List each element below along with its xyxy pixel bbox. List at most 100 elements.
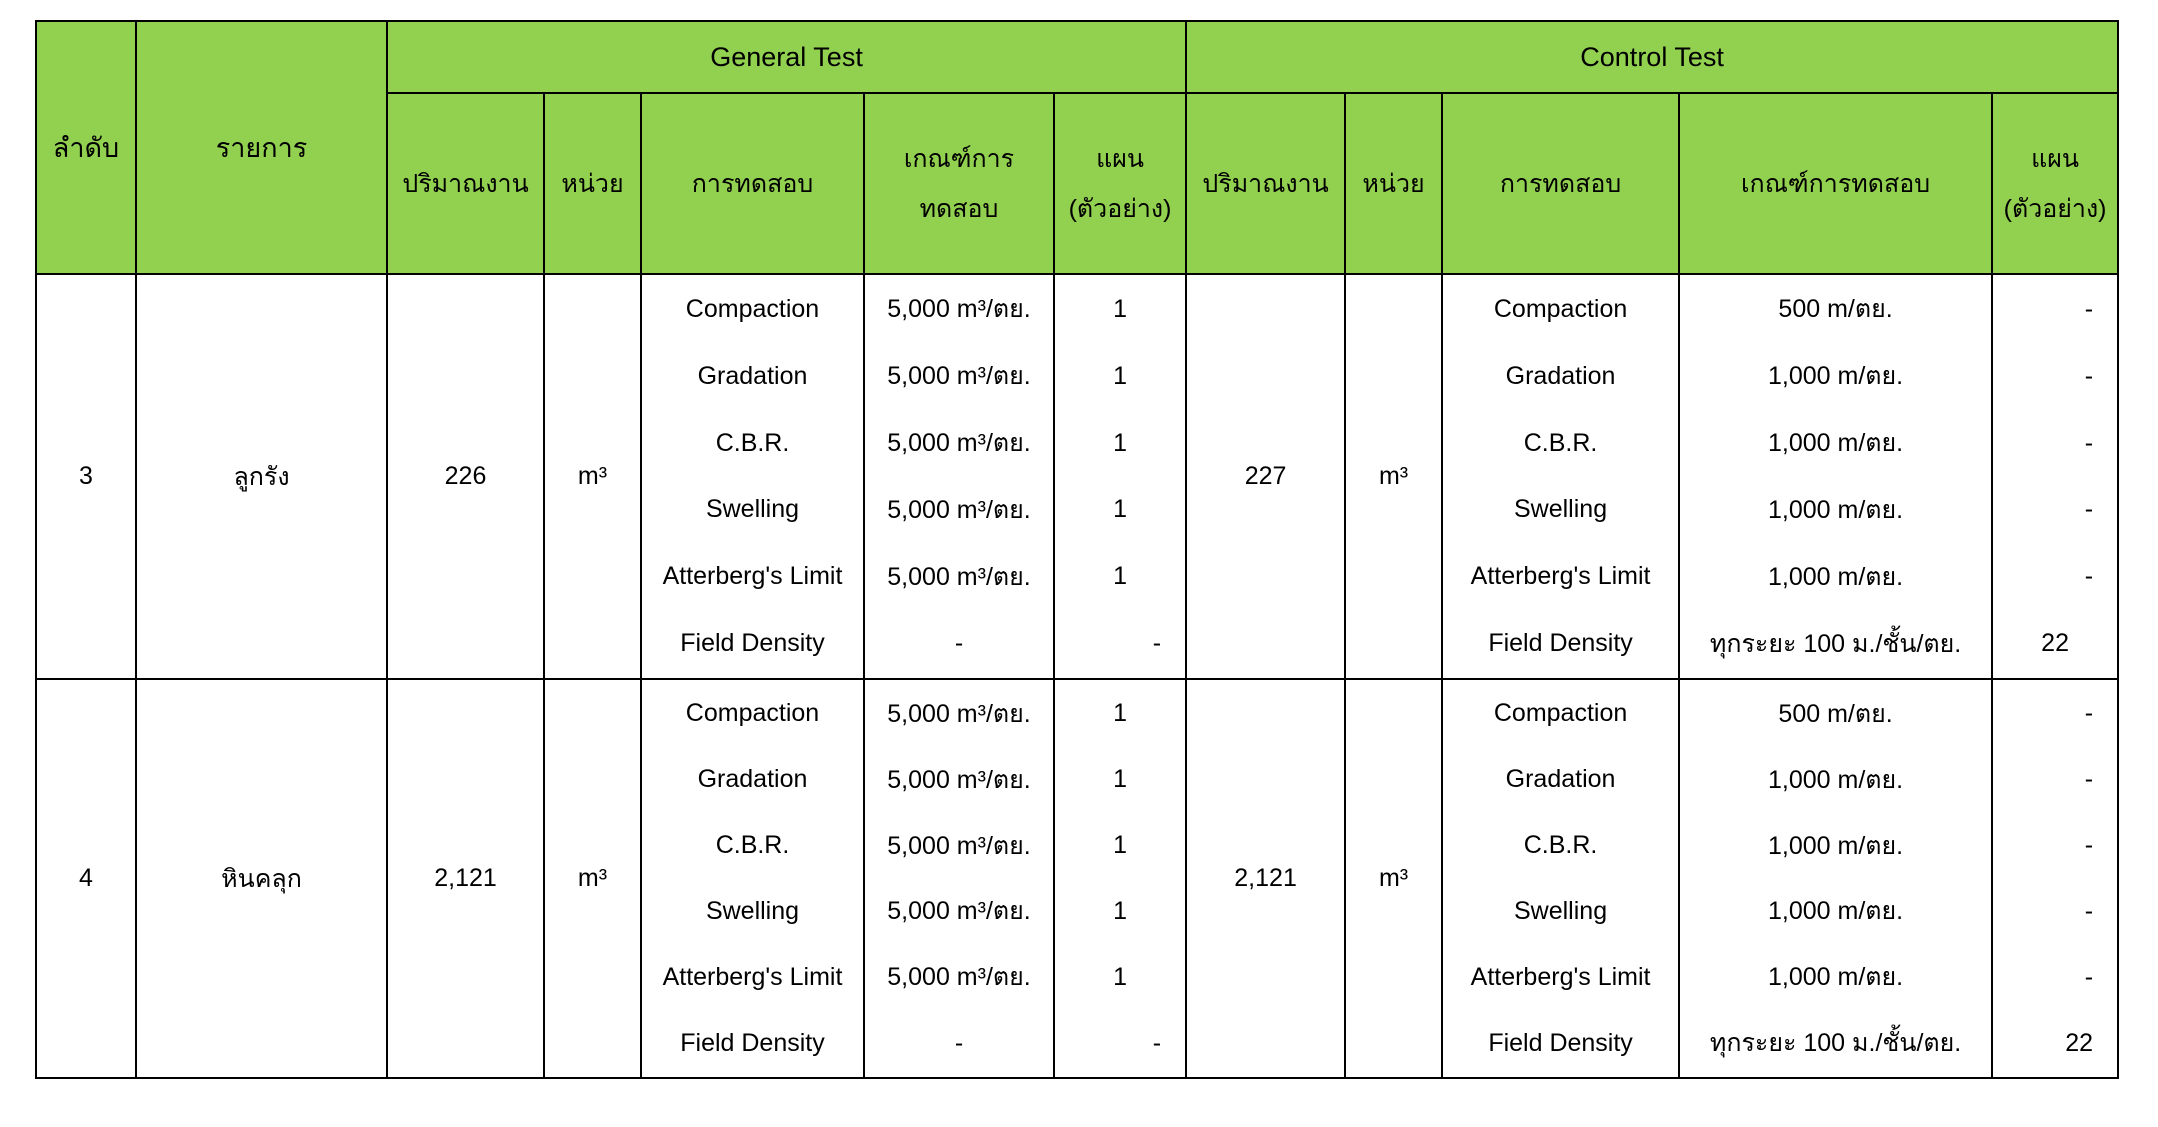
test-plan: 1 (1113, 831, 1127, 860)
general-unit-cell: m³ (543, 273, 642, 680)
test-plan: - (2084, 831, 2094, 860)
table-row-item-3: 3 ลูกรัง 226 m³ Compaction Gradation C.B… (35, 273, 2120, 680)
test-criteria: 1,000 m/ตย. (1768, 831, 1904, 860)
control-plan-cell: - - - - - 22 (1991, 273, 2120, 680)
test-name: Atterberg's Limit (662, 962, 843, 991)
general-quantity-cell: 2,121 (386, 678, 545, 1079)
test-criteria: 5,000 m³/ตย. (887, 699, 1031, 728)
test-criteria: 5,000 m³/ตย. (887, 897, 1031, 926)
header-control-plan: แผน (ตัวอย่าง) (1991, 92, 2120, 275)
test-plan: - (2084, 428, 2094, 457)
test-plan: 22 (2041, 629, 2069, 658)
header-control-unit: หน่วย (1344, 92, 1444, 275)
test-plan: 1 (1113, 699, 1127, 728)
order-cell: 3 (35, 273, 137, 680)
header-general-plan-line2: (ตัวอย่าง) (1068, 194, 1172, 223)
test-plan: - (2084, 699, 2094, 728)
test-criteria: ทุกระยะ 100 ม./ชั้น/ตย. (1709, 1029, 1962, 1058)
table-body: 3 ลูกรัง 226 m³ Compaction Gradation C.B… (35, 273, 2120, 1079)
test-name: Swelling (705, 495, 800, 524)
general-plan-cell: 1 1 1 1 1 - (1052, 678, 1188, 1079)
test-plan: 1 (1113, 765, 1127, 794)
header-general-test: General Test (385, 20, 1188, 94)
control-criteria-cell: 500 m/ตย. 1,000 m/ตย. 1,000 m/ตย. 1,000 … (1678, 678, 1994, 1079)
header-general-criteria-line2: ทดสอบ (919, 194, 999, 223)
header-general-criteria-line1: เกณฑ์การ (903, 144, 1015, 173)
test-name: Gradation (1505, 361, 1616, 390)
test-plan: - (2084, 562, 2094, 591)
header-control-quantity: ปริมาณงาน (1185, 92, 1347, 275)
test-name: Field Density (1488, 629, 1633, 658)
test-name: Compaction (685, 699, 820, 728)
header-general-criteria: เกณฑ์การ ทดสอบ (863, 92, 1055, 275)
test-name: Compaction (1493, 699, 1628, 728)
test-criteria: 500 m/ตย. (1778, 699, 1893, 728)
general-plan-cell: 1 1 1 1 1 - (1052, 273, 1188, 680)
header-general-unit: หน่วย (543, 92, 642, 275)
test-plan: 1 (1113, 962, 1127, 991)
control-test-names-cell: Compaction Gradation C.B.R. Swelling Att… (1441, 273, 1681, 680)
test-plan: - (2084, 962, 2094, 991)
test-criteria: 5,000 m³/ตย. (887, 562, 1031, 591)
test-criteria: 5,000 m³/ตย. (887, 295, 1031, 324)
item-cell: ลูกรัง (135, 273, 388, 680)
test-criteria: 1,000 m/ตย. (1768, 897, 1904, 926)
test-criteria: 1,000 m/ตย. (1768, 963, 1904, 992)
header-general-plan: แผน (ตัวอย่าง) (1052, 92, 1188, 275)
test-criteria: 1,000 m/ตย. (1768, 362, 1904, 391)
table-header: ลำดับ รายการ General Test Control Test ป… (35, 20, 2120, 275)
test-criteria: 5,000 m³/ตย. (887, 429, 1031, 458)
general-test-names-cell: Compaction Gradation C.B.R. Swelling Att… (640, 273, 865, 680)
test-name: Atterberg's Limit (1470, 562, 1651, 591)
header-control-plan-line2: (ตัวอย่าง) (2003, 194, 2107, 223)
test-name: Swelling (705, 896, 800, 925)
test-plan-table: ลำดับ รายการ General Test Control Test ป… (35, 20, 2120, 1079)
test-plan-table-container: ลำดับ รายการ General Test Control Test ป… (35, 20, 2120, 1079)
test-criteria: 5,000 m³/ตย. (887, 831, 1031, 860)
test-plan: 1 (1113, 495, 1127, 524)
test-name: Field Density (680, 1028, 825, 1057)
test-plan: - (2084, 495, 2094, 524)
control-quantity-cell: 2,121 (1185, 678, 1347, 1079)
general-criteria-cell: 5,000 m³/ตย. 5,000 m³/ตย. 5,000 m³/ตย. 5… (863, 678, 1055, 1079)
header-item: รายการ (135, 20, 388, 275)
header-control-plan-line1: แผน (2031, 144, 2079, 173)
test-name: Field Density (680, 629, 825, 658)
test-criteria: 5,000 m³/ตย. (887, 362, 1031, 391)
test-name: C.B.R. (715, 428, 790, 457)
general-quantity-cell: 226 (386, 273, 545, 680)
test-plan: 1 (1113, 294, 1127, 323)
header-control-test: Control Test (1185, 20, 2120, 94)
header-control-test-name: การทดสอบ (1441, 92, 1681, 275)
control-criteria-cell: 500 m/ตย. 1,000 m/ตย. 1,000 m/ตย. 1,000 … (1678, 273, 1994, 680)
test-name: Gradation (697, 765, 808, 794)
test-name: Gradation (1505, 765, 1616, 794)
table-row-item-4: 4 หินคลุก 2,121 m³ Compaction Gradation … (35, 678, 2120, 1079)
general-test-names-cell: Compaction Gradation C.B.R. Swelling Att… (640, 678, 865, 1079)
control-unit-cell: m³ (1344, 273, 1444, 680)
header-general-quantity: ปริมาณงาน (386, 92, 545, 275)
test-plan: - (2084, 765, 2094, 794)
header-general-plan-line1: แผน (1096, 144, 1144, 173)
test-criteria: - (954, 1028, 964, 1057)
control-quantity-cell: 227 (1185, 273, 1347, 680)
general-unit-cell: m³ (543, 678, 642, 1079)
test-name: C.B.R. (1523, 831, 1598, 860)
header-group-row: ลำดับ รายการ General Test Control Test (35, 20, 2120, 275)
test-name: Compaction (685, 294, 820, 323)
test-criteria: 5,000 m³/ตย. (887, 765, 1031, 794)
test-plan: - (1152, 629, 1162, 658)
test-plan: 1 (1113, 428, 1127, 457)
test-plan: - (2084, 361, 2094, 390)
control-test-names-cell: Compaction Gradation C.B.R. Swelling Att… (1441, 678, 1681, 1079)
test-plan: - (2084, 294, 2094, 323)
control-unit-cell: m³ (1344, 678, 1444, 1079)
test-criteria: - (954, 629, 964, 658)
header-control-criteria: เกณฑ์การทดสอบ (1678, 92, 1994, 275)
test-plan: - (1152, 1028, 1162, 1057)
test-name: Atterberg's Limit (1470, 962, 1651, 991)
test-criteria: 1,000 m/ตย. (1768, 429, 1904, 458)
test-criteria: 500 m/ตย. (1778, 295, 1893, 324)
test-criteria: 5,000 m³/ตย. (887, 495, 1031, 524)
header-sub-row: ปริมาณงาน หน่วย การทดสอบ เกณฑ์การ ทดสอบ … (36, 92, 2120, 275)
